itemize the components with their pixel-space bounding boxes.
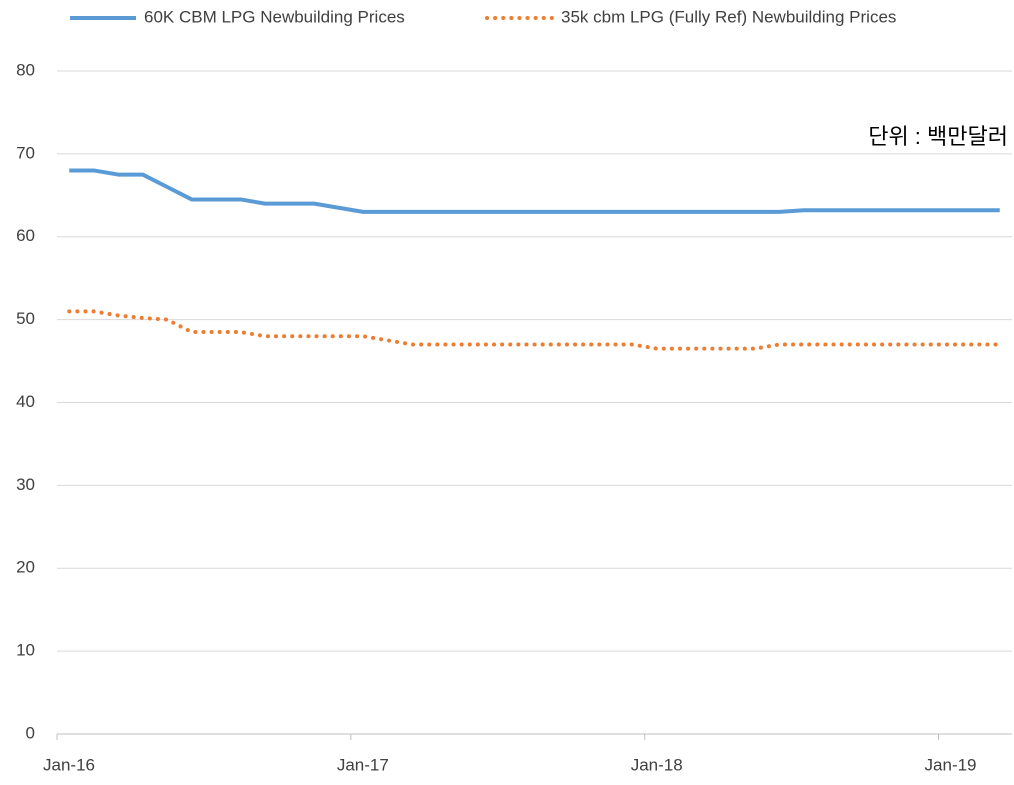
x-tick-label: Jan-17 bbox=[337, 755, 389, 774]
x-tick-label: Jan-16 bbox=[43, 755, 95, 774]
y-tick-label: 50 bbox=[16, 309, 35, 328]
x-tick-label: Jan-18 bbox=[631, 755, 683, 774]
series-line bbox=[67, 309, 1002, 351]
unit-annotation: 단위 : 백만달러 bbox=[868, 124, 1008, 149]
x-tick-label: Jan-19 bbox=[925, 755, 977, 774]
y-tick-label: 0 bbox=[26, 723, 35, 742]
series-line bbox=[69, 168, 1000, 214]
y-tick-label: 80 bbox=[16, 60, 35, 79]
legend-label: 35k cbm LPG (Fully Ref) Newbuilding Pric… bbox=[561, 7, 896, 26]
y-tick-label: 40 bbox=[16, 392, 35, 411]
y-tick-label: 10 bbox=[16, 641, 35, 660]
y-tick-label: 20 bbox=[16, 558, 35, 577]
y-tick-label: 70 bbox=[16, 143, 35, 162]
y-tick-label: 60 bbox=[16, 226, 35, 245]
y-tick-label: 30 bbox=[16, 475, 35, 494]
legend-label: 60K CBM LPG Newbuilding Prices bbox=[144, 7, 405, 26]
